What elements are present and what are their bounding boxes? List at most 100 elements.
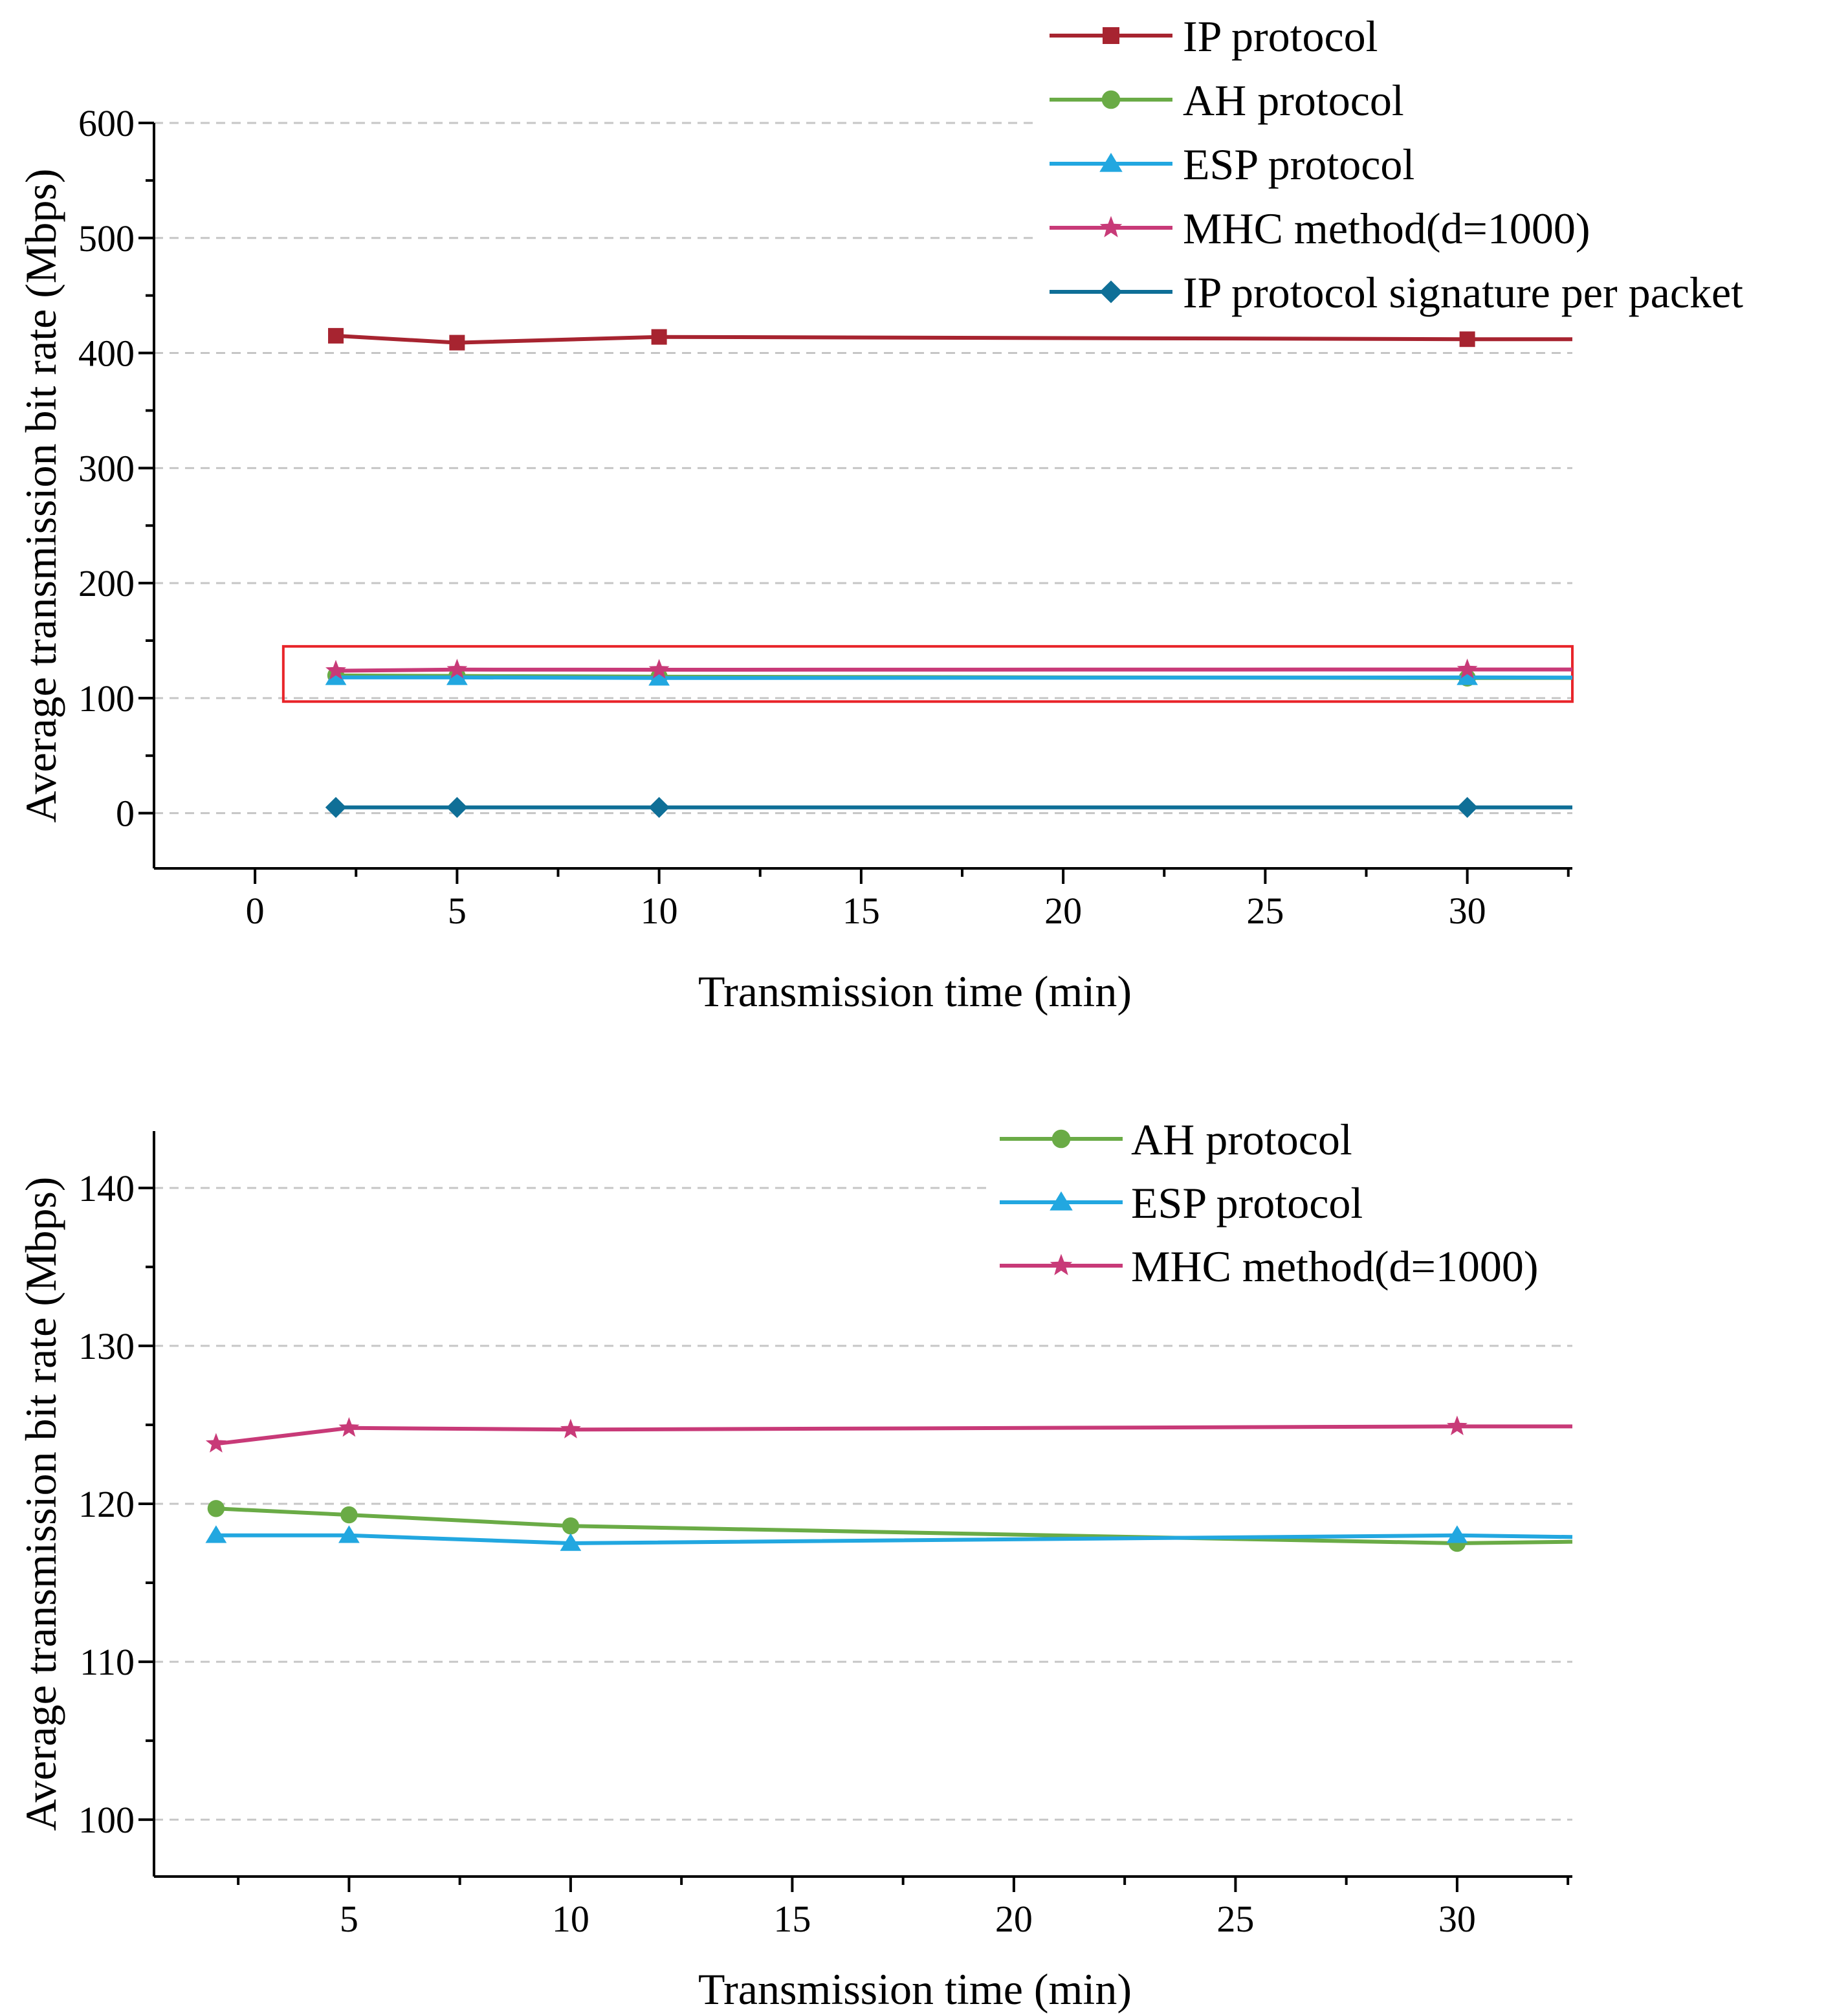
y-tick-label: 200 xyxy=(78,562,135,604)
y-axis-title: Average transmission bit rate (Mbps) xyxy=(16,1177,65,1831)
data-point-mhc-method-d-1000 xyxy=(560,1418,581,1438)
y-tick-label: 120 xyxy=(78,1483,135,1525)
data-point-esp-protocol xyxy=(338,1525,360,1543)
legend-label: MHC method(d=1000) xyxy=(1131,1242,1539,1291)
data-point-ah-protocol xyxy=(562,1517,580,1535)
legend-marker xyxy=(1101,90,1121,109)
series-esp-protocol xyxy=(325,667,1573,686)
legend-marker xyxy=(1050,1191,1073,1211)
legend-marker xyxy=(1051,1129,1071,1149)
y-tick-label: 130 xyxy=(78,1325,135,1367)
y-tick-label: 100 xyxy=(78,677,135,720)
y-tick-label: 300 xyxy=(78,447,135,489)
data-point-ip-protocol-signature-per-packet xyxy=(648,797,670,818)
legend-label: AH protocol xyxy=(1131,1115,1352,1164)
y-tick-label: 500 xyxy=(78,217,135,259)
legend-item-mhc-method-d-1000: MHC method(d=1000) xyxy=(1050,204,1590,253)
data-point-mhc-method-d-1000 xyxy=(205,1433,226,1453)
data-point-ip-protocol-signature-per-packet xyxy=(446,797,468,818)
legend-item-ah-protocol: AH protocol xyxy=(1050,76,1404,125)
legend-item-esp-protocol: ESP protocol xyxy=(1050,140,1414,189)
legend-marker xyxy=(1103,27,1119,44)
data-point-ip-protocol-signature-per-packet xyxy=(1457,797,1478,818)
legend-label: IP protocol xyxy=(1183,12,1378,61)
x-tick-label: 0 xyxy=(246,890,265,932)
chart-top: 0 100 200 300 400 500 600 0 5 10 15 20 25 30 Transmiss… xyxy=(16,12,1743,1016)
x-tick-label: 10 xyxy=(641,890,678,932)
legend-item-ah-protocol: AH protocol xyxy=(1000,1115,1352,1164)
x-tick-label: 30 xyxy=(1449,890,1486,932)
y-axis-title: Average transmission bit rate (Mbps) xyxy=(16,169,65,823)
gridlines xyxy=(154,1187,1572,1821)
x-tick-label: 20 xyxy=(1044,890,1082,932)
data-point-esp-protocol xyxy=(648,668,670,686)
legend-marker xyxy=(1099,215,1123,237)
legend: AH protocol ESP protocol MHC method(d=1000… xyxy=(1000,1115,1539,1291)
y-tick-label: 600 xyxy=(78,102,135,144)
legend-item-mhc-method-d-1000: MHC method(d=1000) xyxy=(1000,1242,1539,1291)
x-tick-label: 25 xyxy=(1246,890,1284,932)
legend-marker xyxy=(1050,1253,1073,1275)
series-mhc-method-d-1000 xyxy=(205,1415,1572,1453)
y-tick-label: 400 xyxy=(78,333,135,375)
data-point-ip-protocol xyxy=(328,327,344,344)
data-point-ip-protocol xyxy=(449,335,465,351)
x-tick-label: 15 xyxy=(773,1898,811,1940)
chart-bottom: 100 110 120 130 140 5 10 15 20 25 30 Transmission t… xyxy=(16,1115,1573,2014)
data-point-mhc-method-d-1000 xyxy=(1446,1415,1468,1435)
legend-label: MHC method(d=1000) xyxy=(1183,204,1590,253)
y-tick-label: 110 xyxy=(80,1641,135,1683)
series-ip-protocol-signature-per-packet xyxy=(325,797,1572,818)
x-axis-title: Transmission time (min) xyxy=(698,1965,1132,2014)
y-tick-label: 100 xyxy=(78,1799,135,1841)
legend-item-esp-protocol: ESP protocol xyxy=(1000,1178,1363,1228)
data-point-esp-protocol xyxy=(325,667,347,685)
legend-label: IP protocol signature per packet xyxy=(1183,268,1743,317)
legend-item-ip-protocol: IP protocol xyxy=(1050,12,1378,61)
series-ah-protocol xyxy=(207,1500,1573,1552)
data-point-mhc-method-d-1000 xyxy=(648,659,670,679)
series-mhc-method-d-1000 xyxy=(325,658,1572,680)
series-esp-protocol xyxy=(205,1525,1573,1551)
data-point-esp-protocol xyxy=(1446,1525,1468,1543)
data-point-mhc-method-d-1000 xyxy=(446,659,468,679)
data-point-ip-protocol xyxy=(651,329,667,345)
data-point-ah-protocol xyxy=(340,1506,358,1524)
legend-label: ESP protocol xyxy=(1183,140,1414,189)
legend-label: AH protocol xyxy=(1183,76,1404,125)
series-line-esp-protocol xyxy=(336,675,1573,680)
data-point-mhc-method-d-1000 xyxy=(325,659,346,680)
data-point-ip-protocol xyxy=(1459,331,1475,347)
x-tick-label: 5 xyxy=(340,1898,358,1940)
legend-marker xyxy=(1099,153,1123,172)
data-point-esp-protocol xyxy=(205,1525,227,1543)
y-tick-label: 140 xyxy=(78,1167,135,1209)
data-point-ip-protocol-signature-per-packet xyxy=(325,797,347,818)
data-point-mhc-method-d-1000 xyxy=(338,1417,360,1437)
legend-marker xyxy=(1099,280,1123,303)
axes: 100 110 120 130 140 5 10 15 20 25 30 xyxy=(78,1131,1572,1940)
gridlines xyxy=(154,122,1572,815)
data-point-esp-protocol xyxy=(560,1533,582,1551)
series-line-mhc-method-d-1000 xyxy=(215,1424,1572,1446)
x-tick-label: 15 xyxy=(842,890,880,932)
data-point-mhc-method-d-1000 xyxy=(1457,658,1478,679)
y-tick-label: 0 xyxy=(116,793,135,835)
axes: 0 100 200 300 400 500 600 0 5 10 15 20 25 30 xyxy=(78,102,1572,932)
x-tick-label: 25 xyxy=(1216,1898,1254,1940)
legend: IP protocol AH protocol ESP protocol MHC me… xyxy=(1050,12,1743,317)
series-line-ip-protocol xyxy=(335,333,1572,345)
series-line-mhc-method-d-1000 xyxy=(335,667,1572,673)
x-axis-title: Transmission time (min) xyxy=(698,967,1132,1016)
data-point-esp-protocol xyxy=(446,667,468,685)
x-tick-label: 10 xyxy=(552,1898,589,1940)
x-tick-label: 5 xyxy=(448,890,467,932)
data-point-ah-protocol xyxy=(207,1500,225,1517)
legend-label: ESP protocol xyxy=(1131,1178,1363,1228)
data-point-esp-protocol xyxy=(1457,667,1479,685)
highlight-box xyxy=(281,644,1574,703)
series-ip-protocol xyxy=(328,327,1572,351)
x-tick-label: 20 xyxy=(995,1898,1033,1940)
legend-item-ip-protocol-signature-per-packet: IP protocol signature per packet xyxy=(1050,268,1743,317)
